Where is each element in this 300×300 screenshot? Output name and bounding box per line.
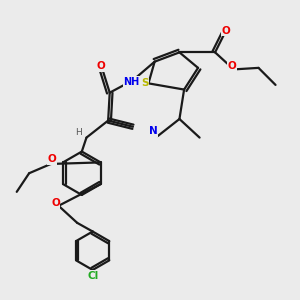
Text: S: S — [141, 78, 148, 88]
Text: O: O — [222, 26, 230, 36]
Text: H: H — [75, 128, 82, 137]
Text: N: N — [149, 126, 158, 136]
Text: O: O — [228, 61, 236, 71]
Text: NH: NH — [123, 77, 140, 87]
Text: O: O — [96, 61, 105, 71]
Text: O: O — [48, 154, 57, 164]
Text: O: O — [51, 198, 60, 208]
Text: Cl: Cl — [87, 271, 98, 281]
